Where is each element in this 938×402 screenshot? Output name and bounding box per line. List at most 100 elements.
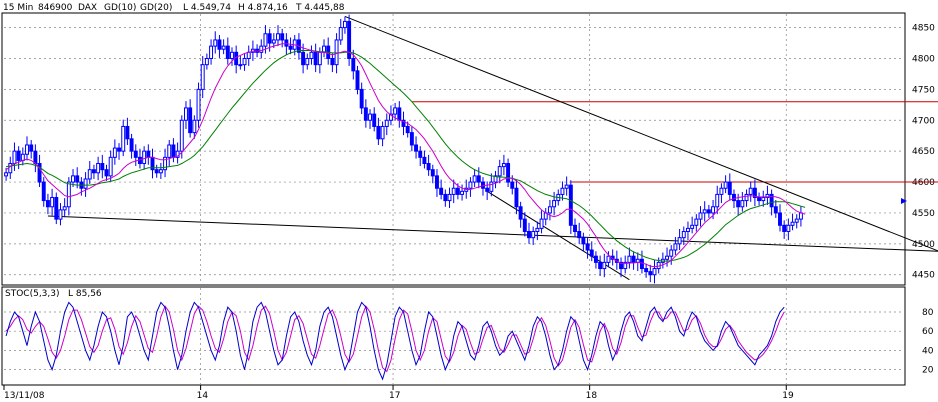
candle-body xyxy=(798,212,803,220)
candle-body xyxy=(20,153,25,161)
candle-body xyxy=(719,187,724,195)
candle-body xyxy=(639,258,644,270)
candle-body xyxy=(288,45,293,50)
price-tick-label: 4550 xyxy=(912,209,935,219)
candle-body xyxy=(71,175,75,183)
candle-body xyxy=(422,156,427,165)
candle-body xyxy=(8,163,13,174)
candle-body xyxy=(669,249,674,257)
candle-body xyxy=(439,187,444,195)
candle-body xyxy=(493,175,498,183)
candle-body xyxy=(338,27,343,41)
candle-body xyxy=(342,20,347,29)
candle-body xyxy=(112,147,117,158)
candle-body xyxy=(96,163,101,174)
candle-body xyxy=(204,57,209,66)
candle-body xyxy=(305,57,310,66)
price-tick-label: 4750 xyxy=(912,85,935,95)
candle-body xyxy=(372,113,377,127)
candle-body xyxy=(388,113,393,121)
candle-body xyxy=(41,181,46,202)
candle-body xyxy=(87,169,92,180)
candle-body xyxy=(347,20,352,59)
candle-body xyxy=(259,45,264,53)
header-code: 846900 xyxy=(38,3,73,13)
candle-body xyxy=(447,193,452,202)
candle-body xyxy=(125,125,130,140)
x-tick-label: 14 xyxy=(197,391,209,401)
price-panel: 445045004550460046504700475048004850 xyxy=(1,12,938,286)
candle-body xyxy=(376,125,381,140)
candle-body xyxy=(711,206,716,214)
candle-body xyxy=(648,271,653,276)
candle-body xyxy=(238,64,243,67)
candle-body xyxy=(527,230,531,239)
candle-body xyxy=(117,147,122,152)
candle-body xyxy=(4,172,9,177)
candle-body xyxy=(690,224,695,229)
candle-body xyxy=(50,197,55,208)
candle-body xyxy=(727,181,732,195)
candle-body xyxy=(66,181,71,208)
candle-body xyxy=(426,163,431,171)
candle-body xyxy=(547,206,552,214)
candle-body xyxy=(552,200,557,208)
candle-body xyxy=(606,255,611,263)
candle-body xyxy=(179,119,184,152)
candle-body xyxy=(267,33,272,44)
candle-body xyxy=(531,230,536,239)
candle-body xyxy=(468,181,473,189)
x-axis: 13/11/08 14 17 18 19 xyxy=(3,385,794,401)
header-high: H 4.874,16 xyxy=(238,3,288,13)
last-price-marker xyxy=(901,198,907,204)
stoch-tick-label: 60 xyxy=(922,327,934,337)
x-tick-label: 13/11/08 xyxy=(4,391,45,401)
chart-header: 15 Min 846900 DAX GD(10) GD(20) L 4.549,… xyxy=(3,3,345,13)
stoch-title: STOC(5,3,3) xyxy=(5,289,60,299)
candle-body xyxy=(522,218,527,232)
candle-body xyxy=(694,218,699,226)
candle-body xyxy=(790,221,795,226)
candle-body xyxy=(142,150,147,165)
candle-body xyxy=(104,169,109,177)
candle-body xyxy=(778,212,782,226)
header-symbol: DAX xyxy=(78,3,97,13)
candle-body xyxy=(401,119,406,127)
candle-body xyxy=(184,107,188,121)
candle-body xyxy=(263,33,268,47)
candle-body xyxy=(761,197,766,202)
candle-body xyxy=(414,144,419,152)
candle-body xyxy=(786,224,791,232)
candle-body xyxy=(732,193,736,202)
candle-body xyxy=(276,33,280,41)
candle-body xyxy=(619,261,623,270)
candle-body xyxy=(685,227,690,232)
candle-body xyxy=(715,193,720,208)
candle-body xyxy=(723,181,728,189)
candle-body xyxy=(397,107,402,121)
stoch-tick-label: 80 xyxy=(922,308,934,318)
support-line xyxy=(47,215,938,252)
candle-body xyxy=(62,206,67,211)
candle-body xyxy=(16,150,21,161)
candle-body xyxy=(769,193,774,208)
candle-body xyxy=(736,200,741,208)
candle-body xyxy=(188,107,193,134)
candle-body xyxy=(698,212,703,220)
stoch-grid xyxy=(4,288,903,384)
candle-body xyxy=(330,57,335,66)
candle-body xyxy=(451,187,456,195)
candle-body xyxy=(560,187,565,195)
candle-body xyxy=(230,51,234,59)
candle-body xyxy=(598,261,603,270)
candle-body xyxy=(782,224,787,232)
price-tick-label: 4800 xyxy=(912,54,935,64)
candle-body xyxy=(58,209,63,220)
candle-body xyxy=(196,88,201,121)
stoch-value: L 85,56 xyxy=(68,289,102,299)
candle-body xyxy=(644,268,649,273)
candle-body xyxy=(573,224,577,232)
candle-body xyxy=(506,163,511,183)
candle-body xyxy=(158,169,163,174)
candle-body xyxy=(121,125,126,152)
